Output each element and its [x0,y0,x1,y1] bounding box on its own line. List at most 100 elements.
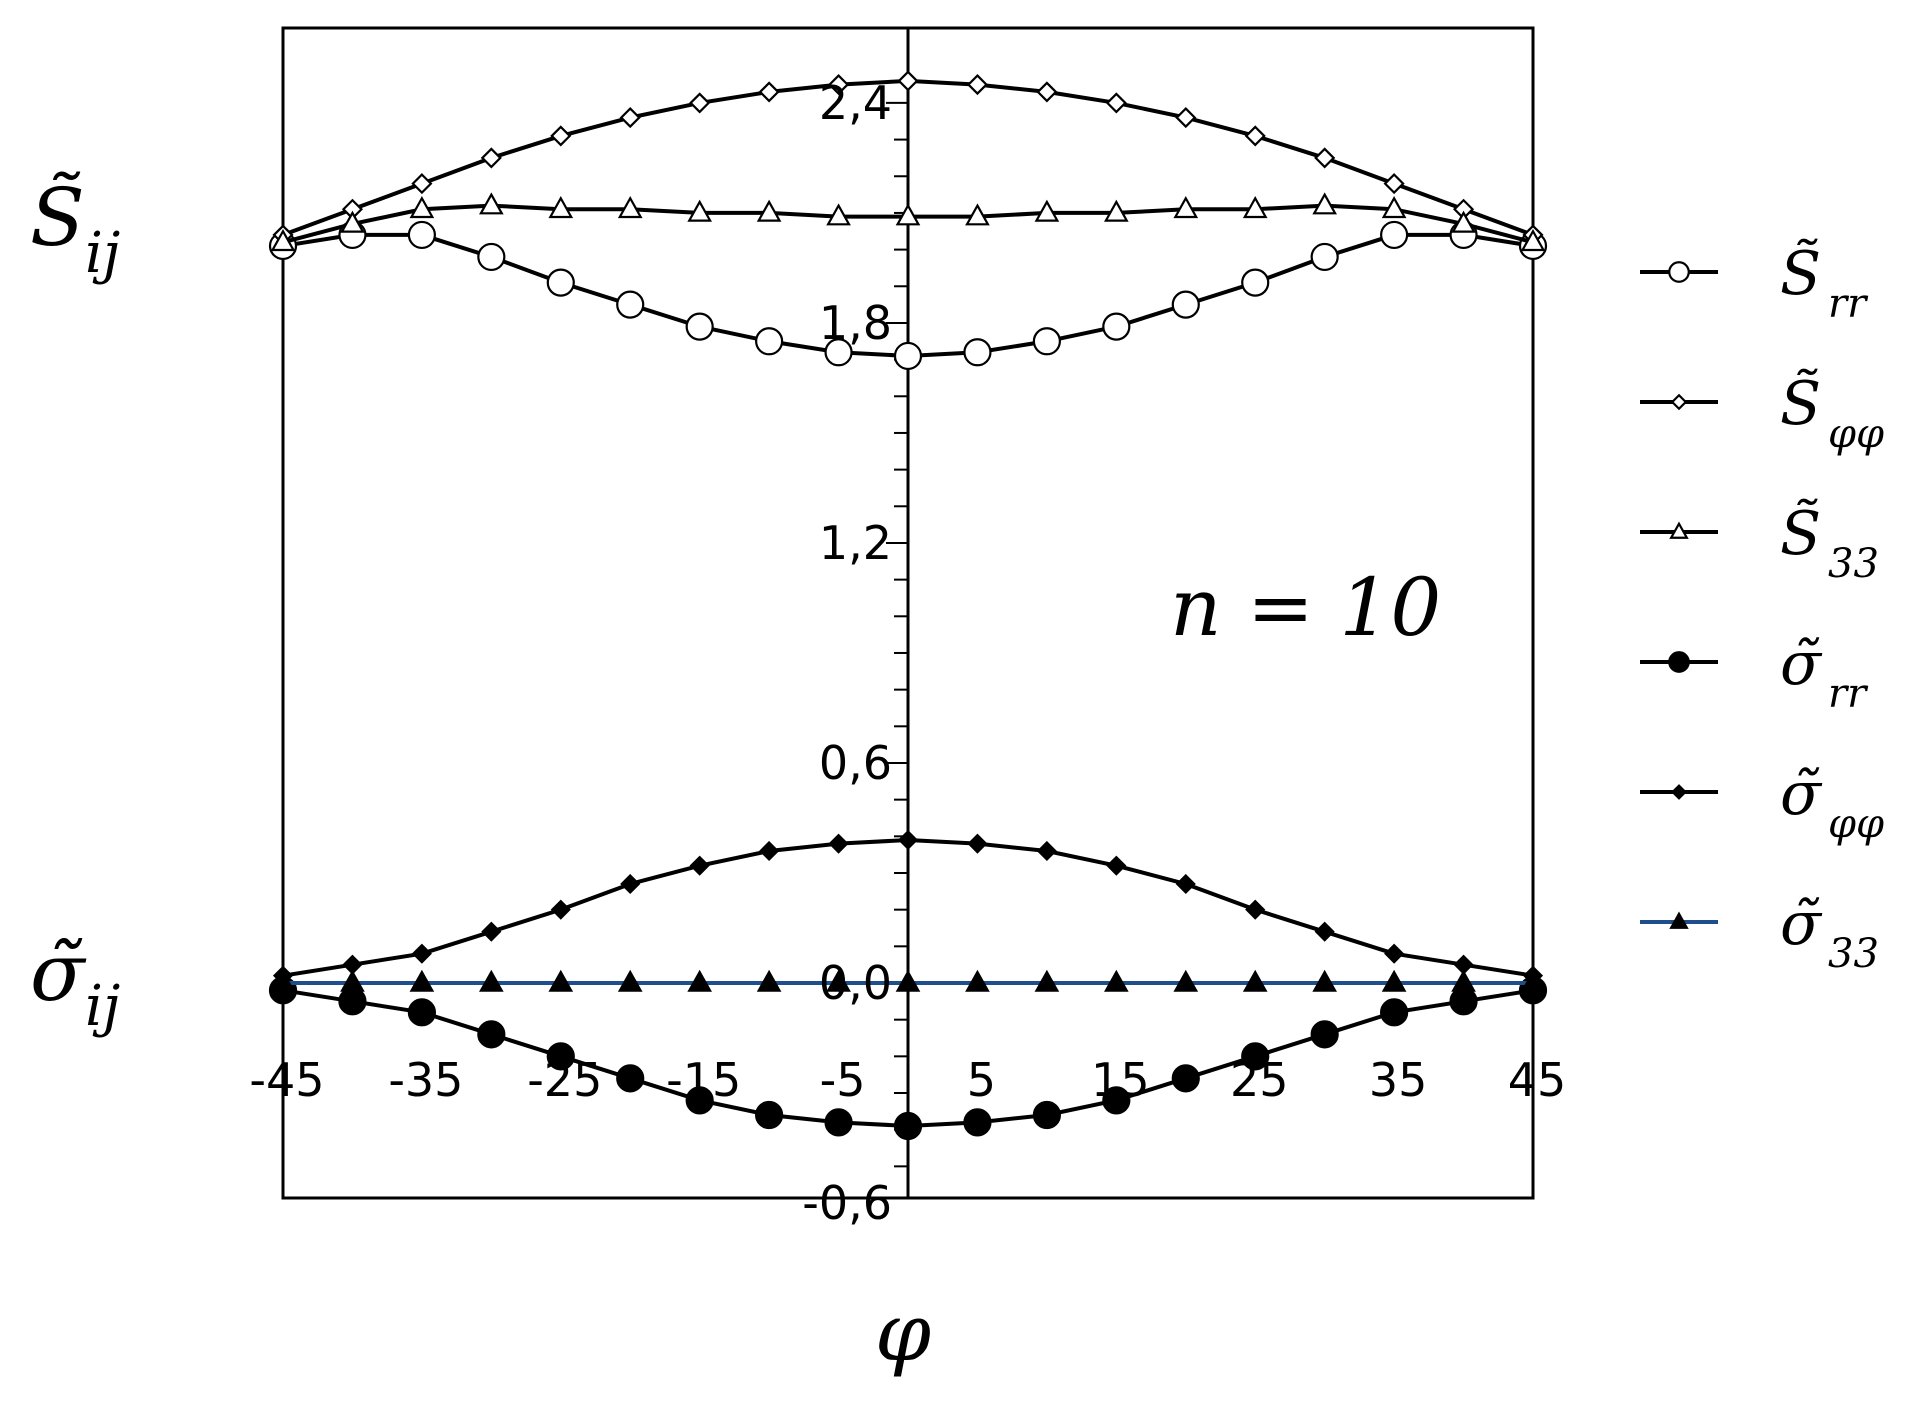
x-axis-label: φ [875,1286,931,1379]
data-point [340,210,365,233]
data-point [338,987,367,1016]
data-point [477,242,506,272]
legend-swatch-marker [1668,651,1690,673]
data-point [755,327,784,356]
data-point [1102,1086,1131,1115]
series-4 [272,829,1544,986]
data-point [548,196,574,219]
x-tick-label: 45 [1508,1053,1567,1107]
data-point [965,203,990,226]
legend-item: σ̃ φφ [1640,759,1884,847]
data-point [689,92,711,114]
data-point [548,969,574,992]
data-point [407,998,436,1027]
data-point [893,1111,923,1141]
data-point [1034,199,1060,222]
data-point [1380,220,1409,250]
x-tick-label: -25 [527,1053,602,1107]
data-point [1314,921,1335,942]
y-axis-label-bottom-main: σ̃ [30,926,87,1019]
legend-label: σ̃ [1780,759,1823,829]
data-point [411,943,432,964]
data-point [411,173,433,195]
legend-label-sub: φφ [1828,411,1884,457]
data-point [1384,943,1405,964]
data-point [1102,312,1131,341]
data-point [617,969,643,992]
data-point [407,220,436,250]
series-5 [270,969,1546,992]
data-point [893,341,923,371]
x-tick-label: 35 [1369,1053,1428,1107]
data-point [895,969,921,992]
data-point [479,192,504,215]
y-axis-label-top-main: S̃ [30,170,85,264]
data-point [1241,268,1270,297]
data-point [270,969,296,992]
legend-item: S̃ 33 [1640,498,1879,587]
legend-swatch-marker [1671,784,1687,800]
data-point [1173,969,1199,992]
y-tick-label: 0,0 [819,956,892,1010]
legend-item: S̃ φφ [1640,368,1884,457]
y-axis-label-top-sub: ij [85,221,120,286]
y-axis-label-top: S̃ ij [30,170,120,286]
data-point [963,1108,992,1137]
legend-swatch-marker [1669,521,1689,539]
x-tick-label: 15 [1091,1053,1150,1107]
data-point [340,969,365,992]
data-point [897,829,919,851]
x-tick-label: -15 [666,1053,741,1107]
x-tick-label: 5 [967,1053,996,1107]
data-point [1104,199,1129,222]
data-point [685,312,714,341]
data-point [481,921,502,942]
legend-label-sub: φφ [1828,801,1884,847]
x-tick-label: -45 [249,1053,324,1107]
data-point [477,1020,506,1049]
data-point [1175,873,1196,895]
x-tick-label: -5 [820,1053,866,1107]
data-point [963,338,992,367]
data-point [827,74,850,96]
data-point [1451,969,1476,992]
data-point [270,229,296,252]
data-point [966,74,989,96]
data-point [1241,1042,1270,1071]
tick-label-layer: -0,6 0,0 0,6 1,2 1,8 2,4 -45 -35 -25 -15 -5 5 15 25 35… [249,76,1566,1230]
legend-label-sub: 33 [1828,541,1879,587]
legend-label: σ̃ [1780,629,1823,699]
data-point [689,855,710,876]
x-tick-label: 25 [1230,1053,1289,1107]
data-point [1449,987,1478,1016]
legend: S̃ rrS̃ φφS̃ 33σ̃ rrσ̃ φφσ̃ 33 [1640,238,1884,977]
legend-label: S̃ [1780,498,1821,569]
data-point [550,125,572,147]
data-point [1381,969,1407,992]
legend-label-sub: rr [1828,281,1869,327]
data-point [1312,192,1337,215]
series-2 [270,192,1546,252]
data-point [759,840,780,862]
legend-label: σ̃ [1780,889,1823,959]
y-tick-label: 1,8 [819,296,892,350]
data-point [616,1064,645,1093]
legend-swatch-marker [1670,393,1688,411]
data-point [1104,969,1129,992]
data-point [1314,147,1336,169]
data-point [617,196,643,219]
x-tick-label: -35 [388,1053,463,1107]
data-point [1242,196,1268,219]
data-point [409,969,435,992]
y-tick-label: 2,4 [819,76,892,130]
data-point [826,203,851,226]
data-point [826,969,851,992]
data-point [620,873,641,895]
data-point [480,147,502,169]
data-point [895,203,921,226]
data-point [1171,1064,1200,1093]
legend-item: S̃ rr [1640,238,1869,327]
legend-label: S̃ [1780,368,1821,439]
data-point [1380,998,1409,1027]
data-point [619,107,641,129]
